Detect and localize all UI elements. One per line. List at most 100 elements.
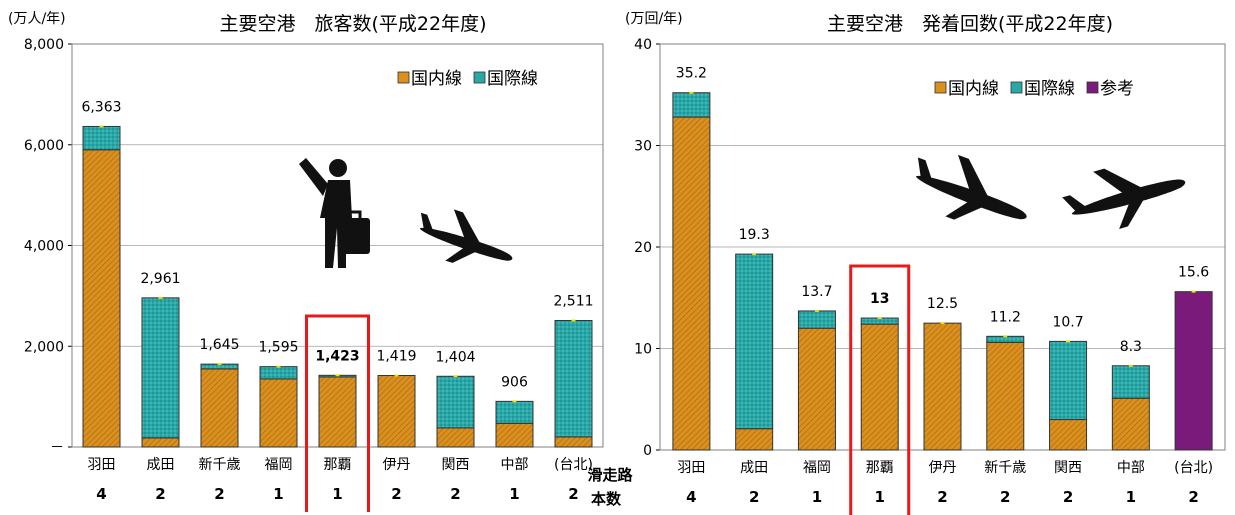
bar-total-label: 1,404	[435, 349, 475, 365]
legend-label: 参考	[1100, 79, 1134, 99]
airplane-landing-icon	[419, 209, 513, 263]
runway-count: 4	[686, 488, 696, 506]
highlight-box	[305, 314, 370, 512]
bar-segment	[554, 436, 593, 448]
bar-segment	[672, 92, 711, 118]
bar-total-label: 19.3	[739, 227, 770, 243]
category-label: 中部	[1117, 460, 1145, 476]
runway-count: 2	[155, 485, 165, 503]
y-tick-label: 10	[634, 342, 652, 358]
flights-chart-panel: 主要空港 発着回数(平成22年度) (万回/年) 0 10 20 30 40 35.2 羽田 4 1…	[587, 0, 1235, 515]
icon-part	[915, 175, 1027, 220]
icon-part	[346, 210, 362, 222]
bar-segment	[1049, 419, 1088, 451]
traveler-icon	[299, 158, 370, 268]
category-label: 羽田	[88, 457, 116, 473]
runway-count: 2	[214, 485, 224, 503]
runway-header: 滑走路	[587, 466, 633, 484]
icon-part	[1093, 168, 1147, 196]
category-label: 中部	[501, 457, 529, 473]
y-tick-label: －	[50, 440, 64, 456]
y-tick-label: 30	[634, 139, 652, 155]
runway-count: 2	[937, 488, 947, 506]
icon-part	[445, 246, 479, 263]
y-tick-label: 2,000	[24, 339, 64, 355]
legend-swatch	[473, 71, 486, 84]
bar-total-label: 2,511	[553, 294, 593, 310]
category-label: (台北)	[1174, 460, 1213, 476]
unit-label: (万回/年)	[625, 11, 683, 27]
bar-segment	[1111, 397, 1150, 451]
runway-header: 本数	[591, 490, 622, 508]
bar-segment	[436, 427, 475, 448]
runway-count: 1	[812, 488, 822, 506]
bar-segment	[436, 375, 475, 429]
icon-part	[299, 158, 328, 196]
category-label: 那覇	[324, 457, 352, 473]
category-label: 伊丹	[929, 460, 957, 476]
bar-segment	[1174, 291, 1213, 451]
icon-part	[958, 154, 991, 201]
bar-segment	[377, 375, 416, 448]
flights-chart: 主要空港 発着回数(平成22年度) (万回/年) 0 10 20 30 40 35.2 羽田 4 1…	[587, 11, 1226, 515]
chart-title: 主要空港 旅客数(平成22年度)	[219, 13, 486, 35]
bar-segment	[860, 323, 899, 451]
icon-part	[420, 212, 434, 231]
icon-part	[1071, 179, 1186, 215]
bar-total-label: 35.2	[676, 66, 707, 82]
category-label: 成田	[740, 460, 768, 476]
bar-total-label: 8.3	[1120, 339, 1142, 355]
legend-label: 国際線	[1024, 79, 1075, 99]
icon-part	[338, 218, 370, 254]
icon-part	[917, 157, 932, 180]
runway-count: 1	[509, 485, 519, 503]
bar-total-label: 1,419	[376, 349, 416, 365]
bar-segment	[200, 368, 239, 448]
category-label: 那覇	[866, 460, 894, 476]
runway-count: 1	[1126, 488, 1136, 506]
y-tick-label: 0	[643, 443, 652, 459]
legend-swatch	[1010, 81, 1023, 94]
legend-label: 国際線	[487, 69, 538, 89]
y-tick-label: 40	[634, 37, 652, 53]
icon-part	[1062, 195, 1087, 212]
bar-segment	[735, 253, 774, 430]
bar-segment	[259, 366, 298, 380]
runway-count: 2	[1000, 488, 1010, 506]
legend-swatch	[397, 71, 410, 84]
chart-title: 主要空港 発着回数(平成22年度)	[827, 13, 1113, 35]
runway-count: 2	[450, 485, 460, 503]
category-label: 福岡	[803, 460, 831, 476]
passenger-chart: 主要空港 旅客数(平成22年度) (万人/年) － 2,000 4,000 6,000 8,…	[8, 11, 604, 512]
bar-segment	[82, 125, 121, 151]
icon-part	[945, 200, 987, 220]
category-label: 伊丹	[383, 457, 411, 473]
category-label: 関西	[1054, 460, 1082, 476]
passenger-chart-panel: 主要空港 旅客数(平成22年度) (万人/年) － 2,000 4,000 6,000 8,…	[0, 0, 615, 515]
bar-total-label: 13	[870, 291, 889, 307]
runway-count: 2	[391, 485, 401, 503]
y-tick-label: 4,000	[24, 239, 64, 255]
y-tick-label: 20	[634, 240, 652, 256]
runway-count: 1	[273, 485, 283, 503]
bar-segment	[318, 376, 357, 448]
bar-segment	[923, 322, 962, 451]
bar-segment	[82, 149, 121, 448]
category-label: 関西	[442, 457, 470, 473]
bar-segment	[259, 378, 298, 448]
bar-segment	[672, 116, 711, 451]
bar-total-label: 6,363	[81, 99, 121, 115]
bar-segment	[141, 297, 180, 439]
legend-swatch	[934, 81, 947, 94]
bar-total-label: 13.7	[801, 284, 832, 300]
bar-segment	[141, 437, 180, 448]
bar-total-label: 15.6	[1178, 265, 1209, 281]
bar-segment	[797, 310, 836, 329]
runway-count: 1	[332, 485, 342, 503]
bar-segment	[797, 327, 836, 451]
bar-total-label: 12.5	[927, 296, 958, 312]
bar-total-label: 1,423	[315, 348, 359, 364]
bar-segment	[986, 341, 1025, 451]
category-label: 新千歳	[984, 460, 1026, 476]
bar-segment	[1049, 340, 1088, 421]
